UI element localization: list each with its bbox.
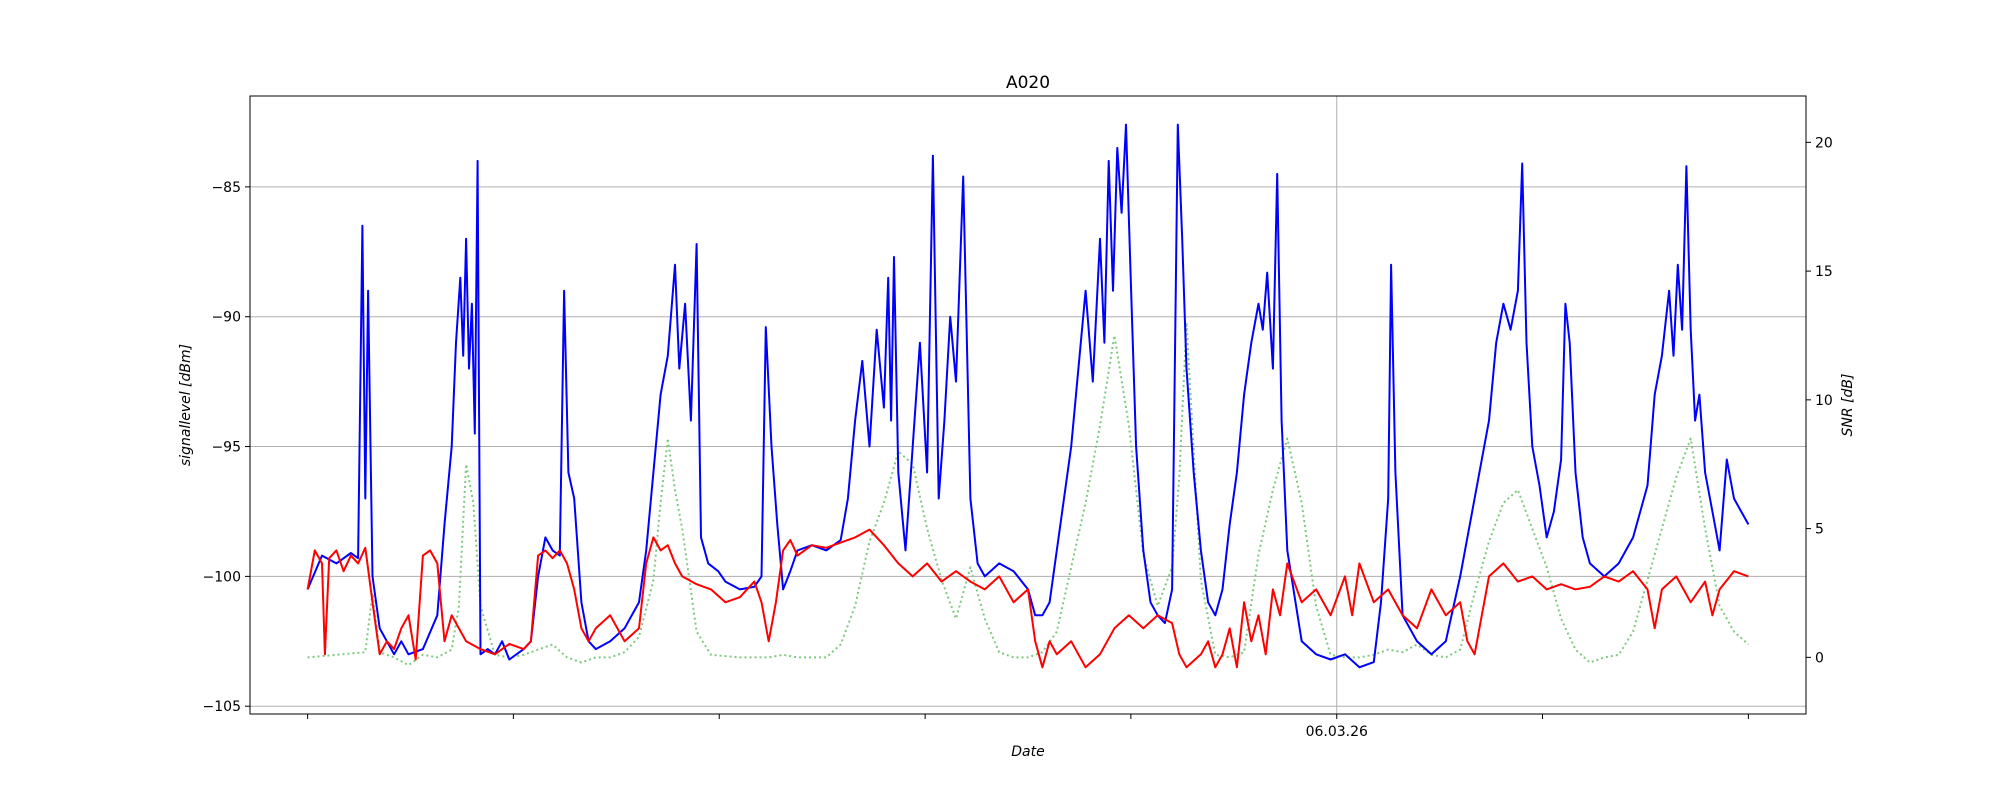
left-y-tick-label-0: −105 <box>203 699 241 715</box>
x-axis-label: Date <box>1011 744 1044 760</box>
left-y-tick-label-3: −90 <box>211 310 241 326</box>
left-y-axis-label: signallevel [dBm] <box>178 344 194 466</box>
left-y-tick-label-4: −85 <box>211 180 241 196</box>
series-line-2 <box>307 321 1750 667</box>
x-tick-label-5: 06.03.26 <box>1306 724 1368 740</box>
right-y-tick-label-3: 15 <box>1815 264 1833 280</box>
left-y-axis: −105 −100 −95 −90 −85 <box>203 180 250 715</box>
right-y-axis: 0 5 10 15 20 <box>1806 135 1833 666</box>
x-axis: 06.03.26 <box>307 714 1749 740</box>
right-y-tick-label-1: 5 <box>1815 522 1824 538</box>
right-y-tick-label-0: 0 <box>1815 650 1824 666</box>
right-y-tick-label-2: 10 <box>1815 393 1833 409</box>
plot-frame <box>249 95 1807 715</box>
grid <box>250 96 1806 714</box>
series-line-0 <box>306 123 1750 669</box>
left-y-tick-label-2: −95 <box>211 440 241 456</box>
right-y-axis-label: SNR [dB] <box>1840 374 1856 437</box>
right-y-tick-label-4: 20 <box>1815 135 1833 151</box>
series-layer <box>306 123 1750 669</box>
chart-title: A020 <box>1006 73 1050 93</box>
left-y-tick-label-1: −100 <box>203 569 241 585</box>
series-line-1 <box>306 528 1749 669</box>
